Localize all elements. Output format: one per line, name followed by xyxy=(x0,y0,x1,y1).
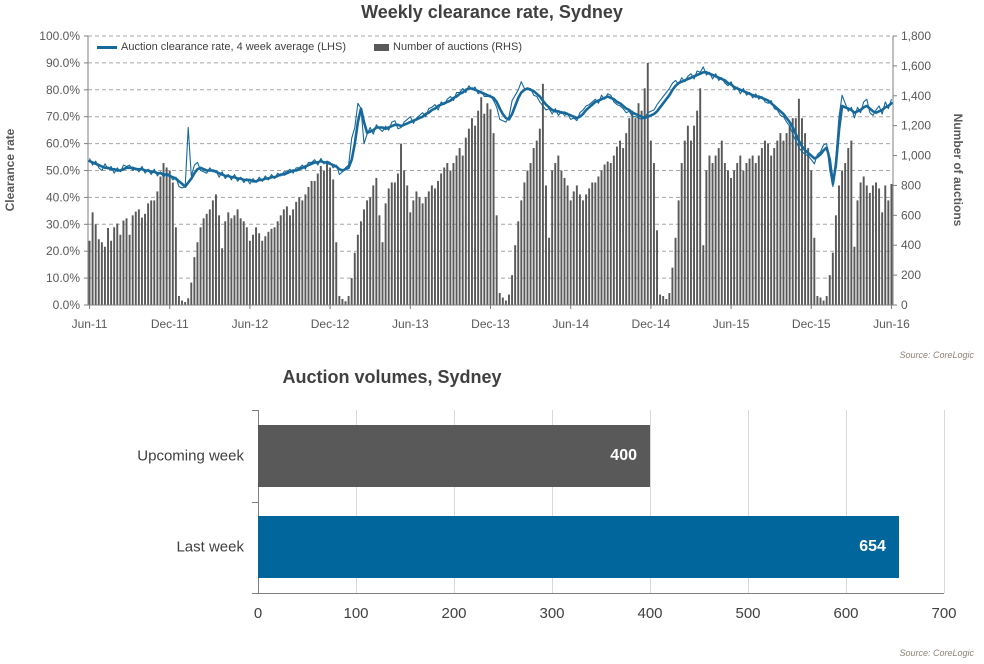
right-axis-tick-label: 200 xyxy=(901,268,921,282)
volumes-x-tick-label: 600 xyxy=(833,605,859,622)
left-axis-tick-label: 80.0% xyxy=(46,83,80,97)
right-axis-tick-label: 600 xyxy=(901,208,921,222)
left-axis-tick-label: 50.0% xyxy=(46,164,80,178)
volumes-x-tick-label: 100 xyxy=(343,605,369,622)
volumes-x-axis-line xyxy=(258,593,944,594)
volumes-gridline xyxy=(356,410,357,593)
left-axis-tick-label: 60.0% xyxy=(46,137,80,151)
line-swatch-icon xyxy=(97,45,117,49)
right-axis-tick-label: 0 xyxy=(901,298,908,312)
right-axis-tick-label: 1,600 xyxy=(901,59,931,73)
volume-bar-upcoming-week: 400 xyxy=(258,424,650,487)
clearance-4wk-average-line xyxy=(88,71,893,188)
volumes-plot-area: 400 654 xyxy=(258,410,945,593)
source-note-bottom: Source: CoreLogic xyxy=(899,648,974,658)
volumes-gridline xyxy=(454,410,455,593)
volume-category-label: Last week xyxy=(176,538,244,556)
legend-item-auction-bars: Number of auctions (RHS) xyxy=(374,41,522,53)
volumes-gridline xyxy=(846,410,847,593)
right-axis-title: Number of auctions xyxy=(951,113,965,227)
volumes-x-tick-label: 0 xyxy=(253,605,263,622)
volumes-y-axis-tick xyxy=(252,593,258,594)
right-axis-tick-label: 800 xyxy=(901,178,921,192)
left-axis-tick-label: 40.0% xyxy=(46,190,80,204)
clearance-chart-legend: Auction clearance rate, 4 week average (… xyxy=(97,41,522,53)
source-note-top: Source: CoreLogic xyxy=(899,350,974,360)
x-axis-tick-label: Jun-15 xyxy=(713,317,750,331)
volumes-gridline xyxy=(552,410,553,593)
volumes-x-tick-label: 500 xyxy=(735,605,761,622)
right-axis-tick-label: 400 xyxy=(901,238,921,252)
legend-label-clearance: Auction clearance rate, 4 week average (… xyxy=(121,41,347,53)
volumes-x-tick-label: 300 xyxy=(539,605,565,622)
x-axis-tick-label: Dec-14 xyxy=(632,317,671,331)
x-axis-tick-label: Dec-11 xyxy=(151,317,189,331)
right-axis-tick-label: 1,200 xyxy=(901,119,931,133)
right-axis-tick-label: 1,400 xyxy=(901,89,931,103)
volumes-y-axis-tick xyxy=(252,410,258,411)
legend-label-auctions: Number of auctions (RHS) xyxy=(393,41,523,53)
auction-volume-bars xyxy=(88,62,893,306)
left-axis-tick-label: 10.0% xyxy=(46,271,80,285)
volume-bar-value-label: 400 xyxy=(610,446,637,464)
x-axis-tick-label: Jun-13 xyxy=(392,317,429,331)
left-axis-tick-label: 100.0% xyxy=(39,29,80,43)
volumes-x-tick-label: 200 xyxy=(441,605,467,622)
x-axis-tick-label: Jun-11 xyxy=(72,317,108,331)
x-axis-tick-label: Jun-16 xyxy=(873,317,910,331)
volumes-y-axis-tick xyxy=(252,501,258,503)
volumes-x-axis-labels: 0 100 200 300 400 500 600 700 xyxy=(0,605,984,625)
volumes-chart-title: Auction volumes, Sydney xyxy=(282,367,502,387)
right-axis-tick-label: 1,800 xyxy=(901,29,931,43)
volumes-gridline xyxy=(944,410,945,593)
clearance-chart-title: Weekly clearance rate, Sydney xyxy=(361,2,623,22)
left-axis-tick-label: 0.0% xyxy=(53,298,81,312)
legend-item-clearance-line: Auction clearance rate, 4 week average (… xyxy=(97,41,346,53)
bar-swatch-icon xyxy=(374,43,390,51)
left-axis-title: Clearance rate xyxy=(3,128,17,212)
volumes-gridline xyxy=(748,410,749,593)
axes: 0.0% 10.0% 20.0% 30.0% 40.0% 50.0% 60.0% 70.0% 8… xyxy=(39,29,931,331)
right-axis-tick-label: 1,000 xyxy=(901,149,931,163)
left-axis-tick-label: 30.0% xyxy=(46,217,80,231)
volumes-gridline xyxy=(650,410,651,593)
volume-bar-value-label: 654 xyxy=(859,538,886,556)
clearance-chart-canvas: 0.0% 10.0% 20.0% 30.0% 40.0% 50.0% 60.0% 70.0% 8… xyxy=(39,29,931,331)
x-axis-tick-label: Jun-14 xyxy=(552,317,589,331)
volume-category-label: Upcoming week xyxy=(137,447,244,465)
x-axis-tick-label: Dec-15 xyxy=(792,317,831,331)
left-axis-tick-label: 20.0% xyxy=(46,244,80,258)
volumes-x-tick-label: 700 xyxy=(931,605,957,622)
volumes-x-tick-label: 400 xyxy=(637,605,663,622)
volumes-y-axis-line xyxy=(258,410,259,593)
volume-bar-last-week: 654 xyxy=(258,516,899,579)
x-axis-tick-label: Jun-12 xyxy=(232,317,269,331)
left-axis-tick-label: 70.0% xyxy=(46,110,80,124)
x-axis-tick-label: Dec-12 xyxy=(311,317,350,331)
left-axis-tick-label: 90.0% xyxy=(46,56,80,70)
x-axis-tick-label: Dec-13 xyxy=(471,317,510,331)
